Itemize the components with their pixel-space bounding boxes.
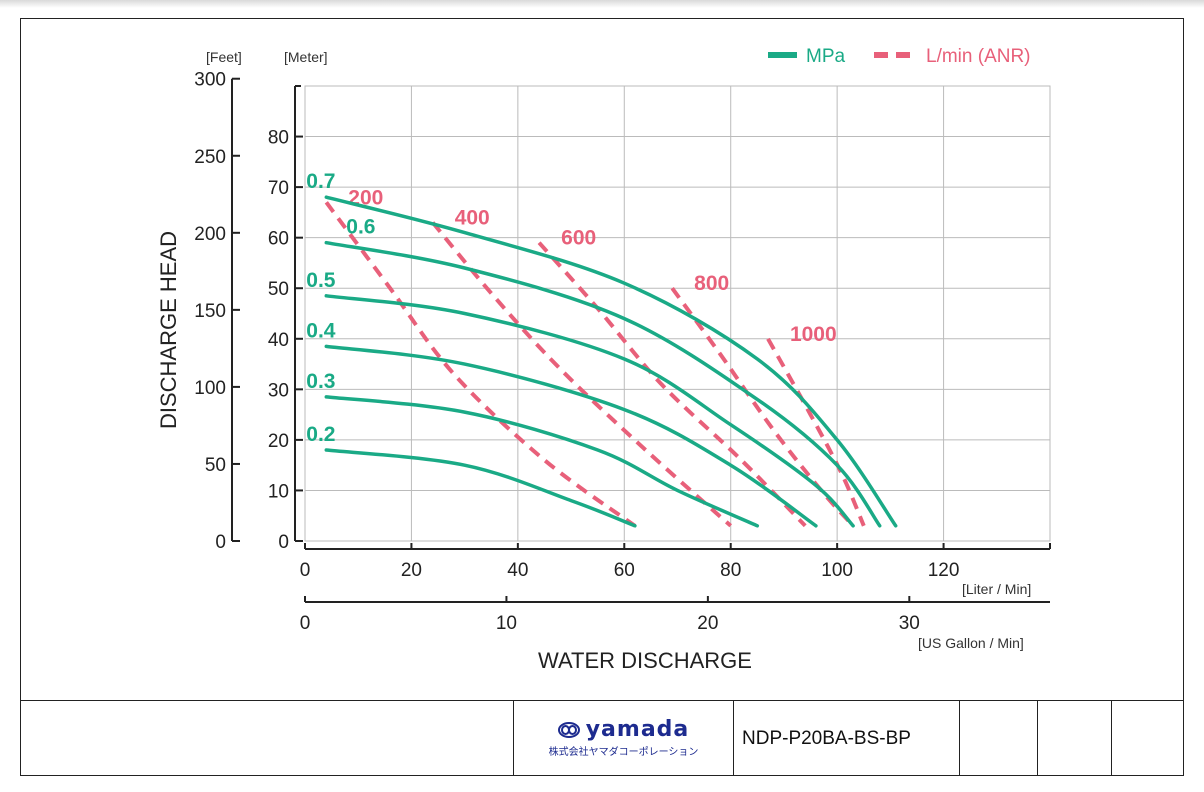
meter-tick-label: 0 (278, 532, 289, 553)
top-shadow-bar (0, 0, 1204, 8)
y-axis-title: DISCHARGE HEAD (156, 231, 181, 429)
feet-tick-label: 50 (205, 455, 226, 476)
feet-tick-label: 150 (194, 301, 226, 322)
liter-tick-label: 60 (614, 560, 635, 581)
liter-tick-label: 0 (300, 560, 311, 581)
title-block-blank-cell (1112, 701, 1184, 776)
liter-tick-label: 100 (821, 560, 853, 581)
title-block: yamada 株式会社ヤマダコーポレーション NDP-P20BA-BS-BP (20, 700, 1184, 776)
liter-tick-label: 20 (401, 560, 422, 581)
y-unit-right: [Meter] (284, 49, 328, 65)
logo-wordmark: yamada (585, 717, 690, 742)
drawing-frame (20, 18, 1184, 776)
x-unit-primary: [Liter / Min] (962, 581, 1031, 597)
air-curve-1000 (766, 337, 866, 527)
gallon-tick-label: 30 (899, 613, 920, 634)
liter-tick-label: 120 (928, 560, 960, 581)
pressure-curves: 0.7 0.6 0.5 0.4 0.3 0.2 (306, 170, 898, 528)
pressure-curve-0.6 (324, 240, 882, 528)
title-block-blank-cell (1038, 701, 1112, 776)
gallon-tick-label: 0 (300, 613, 311, 634)
liter-tick-label: 40 (507, 560, 528, 581)
meter-tick-label: 40 (268, 330, 289, 351)
air-curve-600 (537, 241, 807, 528)
feet-tick-label: 0 (215, 532, 226, 553)
meter-tick-label: 30 (268, 380, 289, 401)
pressure-curve-label-0.5: 0.5 (306, 269, 336, 292)
feet-tick-label: 200 (194, 224, 226, 245)
air-curve-400 (431, 221, 733, 528)
axes (231, 77, 1051, 603)
pressure-curve-label-0.2: 0.2 (306, 423, 335, 446)
air-curve-label-400: 400 (455, 207, 490, 230)
pressure-curve-label-0.3: 0.3 (306, 370, 335, 393)
feet-tick-label: 100 (194, 378, 226, 399)
pressure-curve-0.5 (324, 294, 855, 528)
pressure-curve-label-0.7: 0.7 (306, 170, 335, 193)
meter-tick-label: 80 (268, 128, 289, 149)
meter-tick-label: 10 (268, 481, 289, 502)
x-unit-secondary: [US Gallon / Min] (918, 635, 1024, 651)
meter-tick-label: 60 (268, 229, 289, 250)
title-block-blank-cell (20, 701, 514, 776)
pressure-curve-label-0.4: 0.4 (306, 319, 336, 342)
legend-label-flow: L/min (ANR) (926, 46, 1031, 67)
company-logo-cell: yamada 株式会社ヤマダコーポレーション (514, 701, 734, 776)
pressure-curve-0.3 (324, 395, 760, 528)
part-number: NDP-P20BA-BS-BP (734, 701, 960, 776)
pressure-curve-0.2 (324, 448, 637, 528)
pressure-curve-0.4 (324, 344, 818, 528)
gallon-tick-label: 10 (496, 613, 517, 634)
air-curve-label-1000: 1000 (790, 323, 837, 346)
meter-tick-label: 50 (268, 279, 289, 300)
pressure-curve-label-0.6: 0.6 (346, 216, 375, 239)
pressure-curve-0.7 (324, 195, 898, 528)
legend: MPa L/min (ANR) (768, 46, 1031, 67)
grid (304, 85, 1051, 542)
company-logo: yamada (557, 717, 690, 742)
x-axis-title: WATER DISCHARGE (538, 648, 752, 673)
gallon-tick-label: 20 (697, 613, 718, 634)
feet-tick-label: 300 (194, 70, 226, 91)
logo-subtext: 株式会社ヤマダコーポレーション (548, 747, 699, 758)
air-curve-label-600: 600 (561, 227, 596, 250)
yamada-mark-icon (557, 722, 580, 738)
feet-tick-label: 250 (194, 147, 226, 168)
title-block-blank-cell (960, 701, 1038, 776)
plot-border (304, 85, 1051, 542)
liter-tick-label: 80 (720, 560, 741, 581)
air-curve-label-800: 800 (694, 272, 729, 295)
meter-tick-label: 70 (268, 178, 289, 199)
meter-tick-label: 20 (268, 431, 289, 452)
y-unit-left: [Feet] (206, 49, 242, 65)
legend-label-mpa: MPa (806, 46, 846, 67)
